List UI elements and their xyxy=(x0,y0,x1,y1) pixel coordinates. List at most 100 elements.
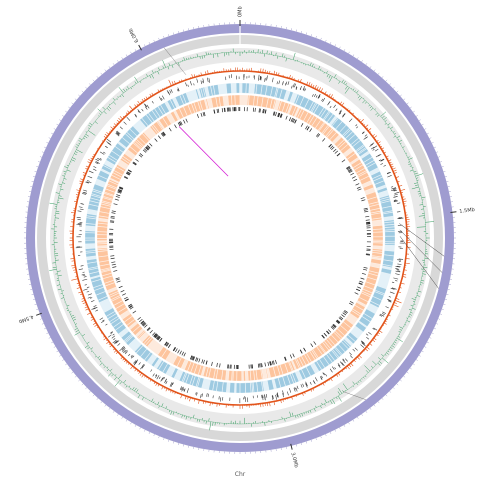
minor-tick xyxy=(348,422,349,424)
minor-tick xyxy=(140,427,141,429)
gc-content-bar xyxy=(393,305,398,307)
variant-mark xyxy=(89,182,91,183)
rna-mark xyxy=(361,197,365,198)
variant-mark xyxy=(196,393,197,396)
rna-mark xyxy=(293,354,295,358)
minor-tick xyxy=(89,83,90,84)
minor-tick xyxy=(35,171,37,172)
rna-mark xyxy=(175,348,177,351)
reverse-cds-block xyxy=(237,371,242,381)
rna-mark xyxy=(110,221,114,222)
rna-mark xyxy=(138,317,141,319)
minor-tick xyxy=(126,420,127,422)
rna-mark xyxy=(218,109,219,113)
minor-tick xyxy=(330,42,331,44)
minor-tick xyxy=(85,387,86,388)
rna-mark xyxy=(133,311,136,313)
variant-mark xyxy=(128,354,130,356)
minor-tick xyxy=(440,161,442,162)
rna-marks-track xyxy=(109,107,371,369)
minor-tick xyxy=(36,309,38,310)
minor-tick xyxy=(404,376,406,377)
minor-tick xyxy=(393,387,394,388)
rna-mark xyxy=(116,279,120,280)
minor-tick xyxy=(75,376,77,377)
variant-mark xyxy=(330,106,331,108)
forward-cds-block xyxy=(230,383,235,393)
variant-mark xyxy=(80,209,84,210)
variant-mark xyxy=(376,155,380,157)
variant-mark xyxy=(384,165,386,166)
rna-mark xyxy=(290,355,292,359)
variant-mark xyxy=(200,394,201,398)
rna-mark xyxy=(178,350,180,354)
variant-mark xyxy=(170,90,172,93)
forward-cds-block xyxy=(385,236,395,241)
rna-mark xyxy=(364,211,368,212)
gc-content-bar xyxy=(360,119,363,122)
forward-cds-block xyxy=(236,83,239,93)
minor-tick xyxy=(105,405,106,407)
variant-mark xyxy=(364,137,367,139)
variant-mark xyxy=(379,160,381,161)
forward-cds-block xyxy=(385,242,395,244)
reverse-cds-block xyxy=(373,242,383,243)
minor-tick xyxy=(33,299,35,300)
minor-tick xyxy=(97,76,98,77)
rna-mark xyxy=(310,128,312,131)
variant-mark xyxy=(297,386,298,389)
minor-tick xyxy=(40,319,42,320)
rna-mark xyxy=(343,313,346,315)
minor-tick xyxy=(49,138,51,139)
variant-mark xyxy=(295,387,296,389)
variant-mark xyxy=(85,285,87,286)
rna-mark xyxy=(144,325,147,328)
reverse-cds-block xyxy=(228,95,232,105)
variant-mark xyxy=(276,395,277,400)
variant-mark xyxy=(106,142,110,145)
variant-mark xyxy=(301,384,302,387)
variant-mark xyxy=(139,362,141,364)
forward-cds-block xyxy=(385,231,395,236)
variant-mark xyxy=(159,97,161,101)
rna-mark xyxy=(124,297,128,299)
variant-mark xyxy=(335,367,336,369)
variant-mark xyxy=(88,294,92,295)
minor-tick xyxy=(163,438,164,440)
rna-mark xyxy=(357,187,361,189)
reverse-cds-block xyxy=(97,235,107,239)
rna-mark xyxy=(111,213,115,214)
minor-tick xyxy=(389,391,390,392)
rna-mark xyxy=(361,200,365,201)
variant-mark xyxy=(312,94,313,97)
minor-tick xyxy=(72,103,74,104)
gc-content-bar xyxy=(379,331,382,333)
rna-mark xyxy=(168,344,170,347)
rna-mark xyxy=(307,127,309,130)
minor-tick xyxy=(59,355,61,356)
gc-content-bar xyxy=(351,363,354,366)
reverse-cds-block xyxy=(372,225,382,229)
variant-mark xyxy=(355,348,358,351)
minor-tick xyxy=(57,124,59,125)
minor-tick xyxy=(65,111,67,112)
rna-mark xyxy=(258,364,259,368)
variant-mark xyxy=(77,217,81,218)
rna-mark xyxy=(364,210,368,211)
major-tick-label: 6.0Mb xyxy=(128,27,140,43)
rna-mark xyxy=(300,350,302,354)
minor-tick xyxy=(446,294,448,295)
variant-mark xyxy=(394,200,396,201)
rna-mark xyxy=(122,294,126,296)
variant-mark xyxy=(327,102,329,105)
minor-tick xyxy=(154,40,155,42)
variant-marks-track xyxy=(76,74,405,403)
variant-mark xyxy=(79,207,83,208)
minor-tick xyxy=(296,444,297,446)
variant-mark xyxy=(159,377,160,379)
rna-mark xyxy=(342,160,345,162)
rna-mark xyxy=(260,109,261,113)
minor-tick xyxy=(330,432,331,434)
minor-tick xyxy=(397,91,398,92)
variant-mark xyxy=(349,119,352,122)
